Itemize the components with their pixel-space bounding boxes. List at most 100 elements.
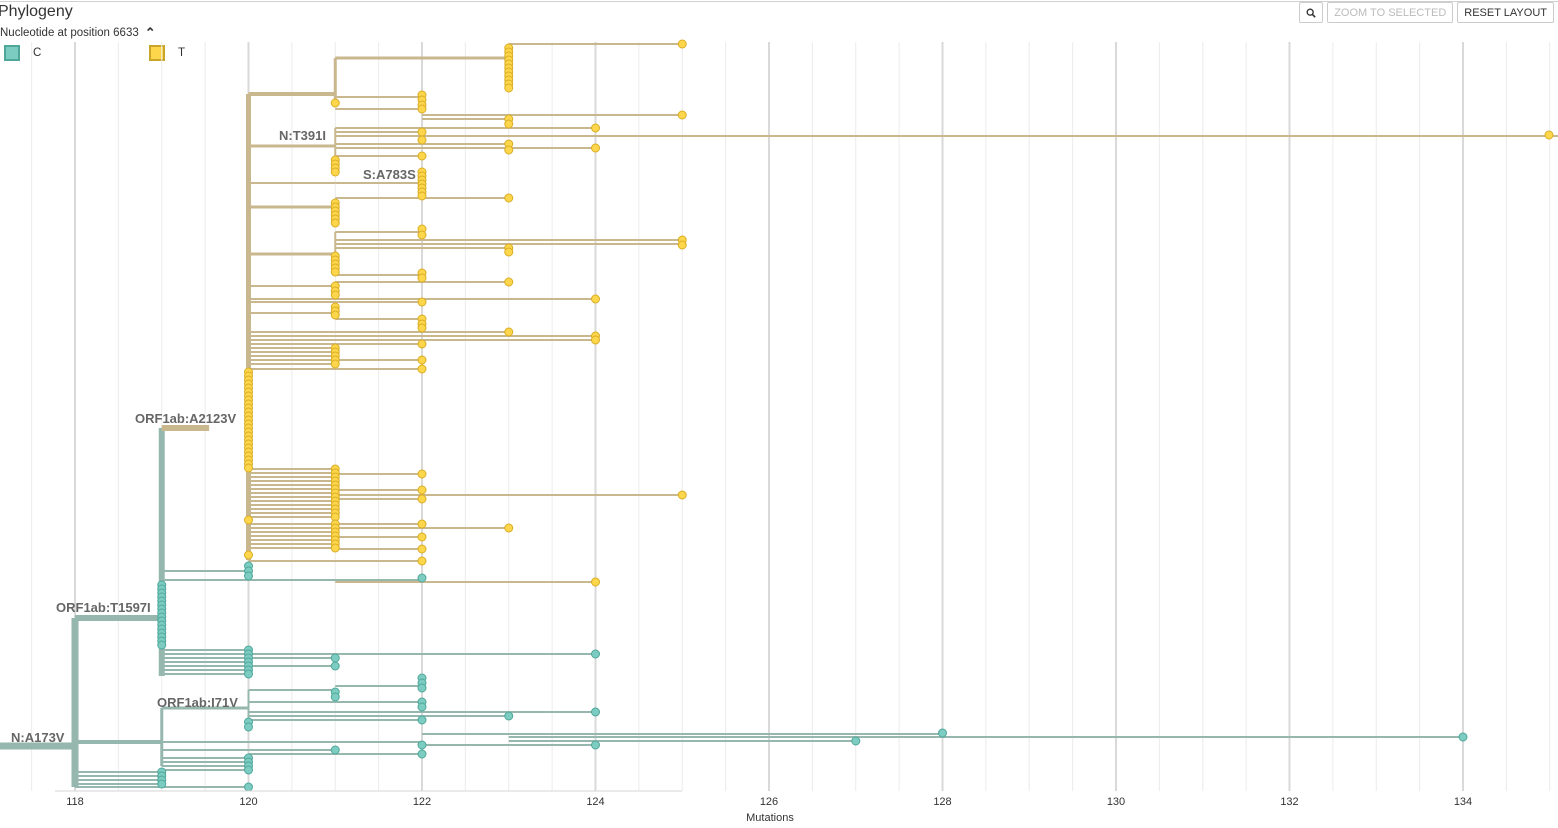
zoom-to-selected-button[interactable]: ZOOM TO SELECTED [1327,2,1454,23]
x-axis-tick-label: 122 [413,796,431,808]
mutation-label-n-a173v: N:A173V [11,730,65,745]
tip-node[interactable] [417,749,427,759]
tip-node[interactable] [677,490,687,500]
tip-node[interactable] [1458,732,1468,742]
x-axis-tick-label: 132 [1280,796,1298,808]
tip-node[interactable] [851,736,861,746]
tree-toolbar: ZOOM TO SELECTED RESET LAYOUT [1299,2,1554,23]
tip-node[interactable] [417,273,427,283]
tip-node[interactable] [591,335,600,345]
tip-node[interactable] [330,98,340,108]
tip-node[interactable] [330,310,340,320]
tip-node[interactable] [244,463,253,473]
tip-node[interactable] [417,230,427,240]
tip-node[interactable] [591,143,600,153]
x-axis-label: Mutations [746,812,794,824]
tip-node[interactable] [330,359,340,369]
tip-node[interactable] [504,327,514,337]
tip-node[interactable] [330,653,340,663]
mutation-label-n-t391i: N:T391I [279,128,326,143]
tip-node[interactable] [417,339,427,349]
tip-node[interactable] [330,218,340,228]
tip-node[interactable] [417,715,427,725]
tree-tips[interactable] [157,39,1554,792]
tip-node[interactable] [244,571,253,581]
tip-node[interactable] [591,649,600,659]
tip-node[interactable] [244,722,253,732]
tip-node[interactable] [677,240,687,250]
tip-node[interactable] [417,323,427,333]
tip-node[interactable] [417,494,427,504]
tip-node[interactable] [417,740,427,750]
mutation-label-orf1ab-a2123v: ORF1ab:A2123V [135,411,236,426]
tip-node[interactable] [244,782,253,792]
tip-node[interactable] [677,110,687,120]
zoom-button[interactable] [1299,2,1324,23]
tip-node[interactable] [417,297,427,307]
tip-node[interactable] [244,765,253,775]
color-by-selector[interactable]: Nucleotide at position 6633 ⌃ [0,26,156,39]
tip-node[interactable] [504,523,514,533]
tip-node[interactable] [417,532,427,542]
tip-node[interactable] [417,469,427,479]
tip-node[interactable] [417,104,427,114]
tip-node[interactable] [504,277,514,287]
tip-node[interactable] [417,556,427,566]
tip-node[interactable] [591,123,600,133]
tip-node[interactable] [417,127,427,137]
tip-node[interactable] [504,193,514,203]
tip-node[interactable] [417,364,427,374]
x-axis-tick-label: 124 [586,796,604,808]
tip-node[interactable] [157,640,167,650]
tip-node[interactable] [330,167,340,177]
tip-node[interactable] [504,247,514,257]
tip-node[interactable] [330,267,340,277]
tip-node[interactable] [417,191,427,201]
tip-node[interactable] [591,707,600,717]
color-by-label: Nucleotide at position 6633 [0,26,139,39]
tip-node[interactable] [1544,130,1554,140]
tip-node[interactable] [417,485,427,495]
tip-node[interactable] [330,745,340,755]
tip-node[interactable] [417,355,427,365]
tip-node[interactable] [938,728,947,738]
legend-item-c[interactable]: C [4,45,41,61]
tip-node[interactable] [330,692,340,702]
tip-node[interactable] [417,702,427,712]
mutation-label-s-a783s: S:A783S [363,167,416,182]
tip-node[interactable] [677,39,687,49]
legend-swatch-c [4,45,20,61]
tip-node[interactable] [157,779,167,789]
tip-node[interactable] [417,151,427,161]
tip-node[interactable] [330,290,340,300]
legend-swatch-t [149,45,165,61]
tip-node[interactable] [504,83,514,93]
tip-node[interactable] [417,573,427,583]
chevron-up-icon[interactable]: ⌃ [144,25,156,40]
tip-node[interactable] [244,669,253,679]
tip-node[interactable] [330,661,340,671]
tip-node[interactable] [417,519,427,529]
x-axis: Mutations 118 120 122 124 126 128 130 132 134 [55,790,1472,824]
tip-node[interactable] [417,135,427,145]
tip-node[interactable] [504,119,514,129]
tip-node[interactable] [591,740,600,750]
tip-node[interactable] [417,683,427,693]
reset-layout-button[interactable]: RESET LAYOUT [1457,2,1554,23]
grid-lines [31,42,1551,791]
tip-node[interactable] [244,550,253,560]
legend-label-c: C [33,47,42,59]
tip-node[interactable] [330,543,340,553]
tip-node[interactable] [591,294,600,304]
x-axis-tick-label: 130 [1107,796,1125,808]
magnifier-icon [1306,8,1316,18]
tip-node[interactable] [244,515,253,525]
x-axis-tick-label: 118 [66,796,84,808]
mutation-label-orf1ab-t1597i: ORF1ab:T1597I [56,600,151,615]
tip-node[interactable] [504,145,514,155]
legend-item-t[interactable]: T [149,45,185,61]
tip-node[interactable] [591,577,600,587]
tip-node[interactable] [417,544,427,554]
tip-node[interactable] [504,711,514,721]
